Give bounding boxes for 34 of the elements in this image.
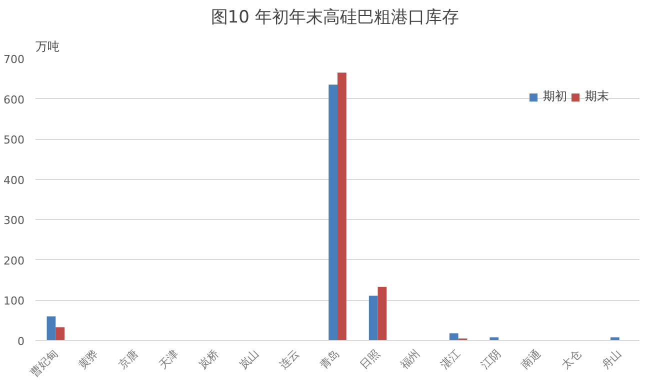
bar	[378, 286, 387, 340]
y-tick-label: 500	[4, 134, 25, 147]
x-tick-label: 京唐	[116, 346, 141, 372]
x-tick-label: 青岛	[317, 346, 342, 372]
bar	[368, 296, 378, 340]
legend-label: 期末	[585, 88, 609, 105]
bar	[328, 84, 338, 340]
y-tick-label: 200	[4, 254, 25, 268]
y-axis-title: 万吨	[36, 40, 60, 54]
y-tick-label: 700	[4, 53, 25, 66]
chart-title: 图10 年初年末高硅巴粗港口库存	[210, 8, 459, 28]
x-tick-label: 连云	[277, 346, 302, 372]
bar	[338, 72, 346, 340]
x-tick-label: 黄骅	[76, 346, 100, 372]
bar	[56, 327, 64, 340]
x-tick-label: 福州	[398, 346, 423, 372]
y-tick-label: 600	[4, 93, 25, 106]
x-tick-label: 曹妃甸	[28, 346, 60, 380]
x-tick-label: 湛江	[438, 346, 463, 372]
bar	[449, 333, 458, 340]
y-tick-label: 0	[18, 335, 24, 348]
bar	[46, 316, 56, 340]
x-tick-label: 南通	[518, 346, 544, 372]
y-tick-label: 100	[4, 294, 25, 308]
y-tick-label: 300	[4, 214, 25, 228]
x-tick-label: 太仓	[558, 346, 584, 372]
x-tick-label: 江阴	[478, 346, 504, 372]
legend-label: 期初	[543, 88, 567, 105]
x-tick-label: 岚山	[236, 346, 262, 372]
x-tick-label: 岚桥	[196, 346, 222, 372]
y-tick-label: 400	[4, 174, 25, 187]
x-tick-label: 舟山	[599, 346, 624, 372]
x-tick-label: 日照	[358, 346, 382, 372]
x-tick-label: 天津	[156, 346, 182, 372]
